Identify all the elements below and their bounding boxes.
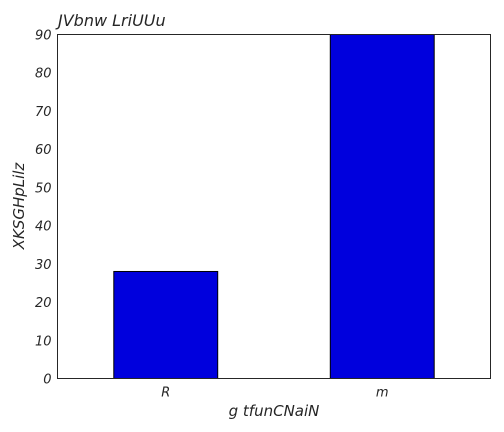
plot-frame [57,34,491,379]
y-tick-label: 80 [35,67,52,82]
y-tick-label: 40 [35,220,52,235]
y-axis-label: XKSGHpLilz [10,162,28,251]
bar-R [113,270,219,380]
bar-m [329,34,435,379]
y-tick-label: 20 [35,296,52,311]
y-tick-label: 50 [35,181,52,196]
y-tick-label: 10 [35,334,52,349]
x-tick-label: m [376,386,389,401]
y-tick-label: 70 [35,105,52,120]
x-tick-label: R [161,386,170,401]
y-tick-label: 60 [35,143,52,158]
chart-title: JVbnw LriUUu [55,11,166,30]
y-tick-label: 30 [35,258,52,273]
y-tick-label: 0 [43,373,51,388]
y-ticks-group: 0 10 20 30 40 50 60 70 80 90 [35,29,52,388]
x-axis-label: g tfunCNaiN [229,402,320,420]
y-tick-label: 90 [35,29,52,44]
bars-group [113,34,435,380]
